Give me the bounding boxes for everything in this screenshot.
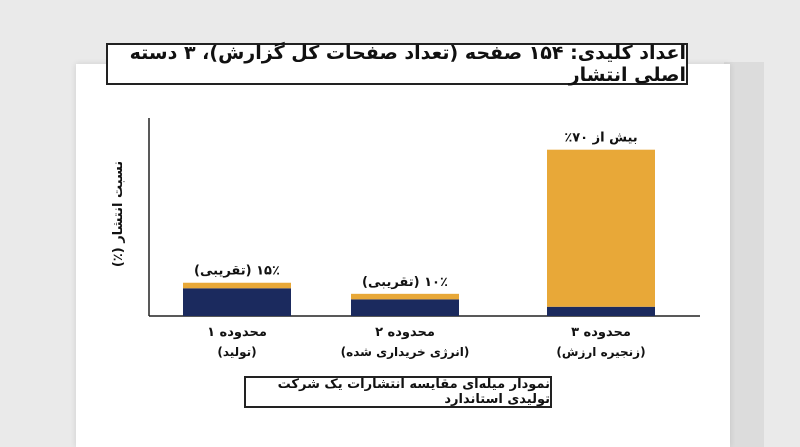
chart-bars: [183, 149, 655, 316]
bar-2-segment-2: [351, 293, 459, 300]
data-label-3: بیش از ۷۰٪: [564, 131, 637, 146]
y-axis-label: نسبت انتشار (٪): [111, 161, 126, 267]
category-sublabel-3: (زنجیره ارزش): [556, 345, 645, 359]
chart-title: اعداد کلیدی: ۱۵۴ صفحه (تعداد صفحات کل گز…: [106, 42, 688, 86]
bar-3-segment-2: [547, 149, 655, 307]
bar-1-segment-2: [183, 282, 291, 289]
category-sublabel-2: (انرژی خریداری شده): [341, 345, 470, 359]
data-label-1: ۱۵٪ (تقریبی): [194, 264, 280, 279]
data-label-2: ۱۰٪ (تقریبی): [362, 275, 448, 290]
category-sublabel-1: (تولید): [217, 345, 256, 360]
paper-shadow: [724, 62, 764, 447]
category-label-2: محدوده ۲: [375, 325, 435, 340]
bar-3-segment-1: [547, 306, 655, 316]
category-label-1: محدوده ۱: [207, 325, 267, 340]
category-label-3: محدوده ۳: [571, 325, 631, 340]
chart-caption: نمودار میله‌ای مقایسه انتشارات یک شرکت ت…: [244, 376, 552, 408]
chart-labels: ۱۵٪ (تقریبی) محدوده ۱ (تولید) ۱۰٪ (تقریبی) م…: [194, 131, 646, 360]
bar-2-segment-1: [351, 299, 459, 316]
bar-1-segment-1: [183, 288, 291, 316]
